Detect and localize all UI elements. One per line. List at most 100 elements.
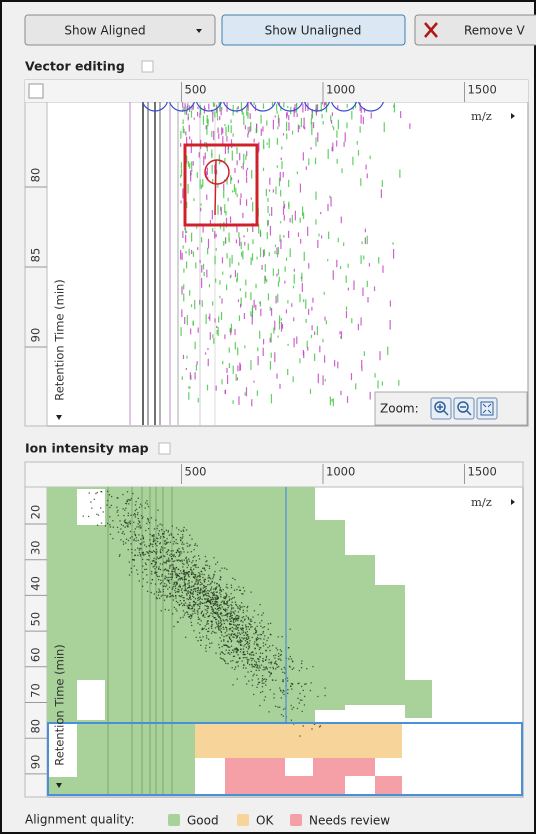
ion-dot (207, 623, 209, 625)
feature-streak (272, 189, 275, 193)
zoom-fit-button[interactable] (476, 397, 498, 420)
ion-dot (250, 654, 252, 656)
zoom-out-button[interactable] (453, 397, 475, 420)
ion-dot (125, 503, 128, 505)
ion-dot (262, 612, 264, 614)
ion-dot (311, 728, 313, 730)
ion-dot (167, 557, 170, 559)
ion-dot (161, 575, 163, 577)
ion-dot (235, 628, 237, 630)
feature-streak (362, 287, 364, 297)
ion-dot (100, 507, 102, 509)
ion-dot (212, 592, 214, 594)
feature-streak (186, 136, 188, 146)
ion-dot (211, 642, 213, 644)
ion-dot (181, 541, 184, 543)
ion-dot (233, 613, 236, 615)
ion-dot (248, 622, 250, 625)
feature-streak (207, 358, 209, 367)
feature-streak (257, 356, 259, 366)
ion-dot (193, 548, 195, 551)
ion-dot (242, 609, 244, 612)
feature-streak (311, 306, 313, 311)
ion-dot (189, 608, 191, 610)
legend-title: Alignment quality: (25, 813, 135, 827)
ion-dot (156, 571, 158, 573)
feature-streak (311, 108, 314, 119)
ion-dot (273, 693, 275, 695)
feature-streak (322, 120, 324, 125)
ion-dot (190, 598, 192, 601)
selected-region[interactable] (47, 722, 523, 796)
zoom-in-icon (434, 401, 446, 413)
ion-dot (159, 537, 162, 539)
feature-streak (336, 259, 338, 268)
ion-dot (102, 511, 104, 513)
ion-dot (216, 596, 218, 598)
ion-dot (218, 616, 220, 618)
ion-dot (169, 596, 171, 598)
ion-dot (209, 614, 211, 617)
ion-dot (235, 604, 238, 606)
feature-streak (201, 184, 203, 189)
ion-dot (192, 600, 195, 603)
ion-dot (230, 603, 232, 606)
ion-dot (212, 592, 214, 595)
ion-dot (228, 646, 231, 648)
ion-dot (254, 628, 256, 631)
button[interactable] (414, 14, 536, 46)
ion-dot (125, 522, 127, 524)
panel-title: Ion intensity map (25, 441, 149, 456)
feature-streak (204, 152, 206, 160)
ion-dot (247, 641, 249, 644)
ion-dot (179, 603, 181, 606)
feature-streak (207, 348, 209, 351)
ion-dot (175, 584, 177, 586)
dropdown-arrow (196, 29, 202, 33)
button[interactable] (221, 14, 406, 46)
feature-streak (188, 124, 190, 132)
ion-dot (199, 596, 201, 598)
ion-dot (292, 667, 295, 669)
feature-streak (198, 152, 200, 158)
ion-dot (130, 571, 133, 573)
feature-streak (280, 221, 282, 224)
ion-dot (200, 611, 203, 613)
feature-streak (215, 248, 217, 251)
ion-dot (153, 560, 155, 562)
ion-dot (138, 506, 141, 509)
feature-streak (182, 188, 184, 199)
ion-dot (180, 550, 182, 553)
ion-dot (200, 570, 202, 572)
feature-streak (207, 118, 209, 127)
feature-streak (301, 282, 303, 292)
ion-dot (262, 632, 264, 634)
vector-marker[interactable] (204, 159, 230, 185)
ion-dot (162, 533, 164, 535)
feature-streak (219, 295, 221, 299)
button[interactable] (24, 14, 216, 46)
feature-streak (189, 372, 191, 380)
feature-streak (320, 102, 322, 112)
ion-dot (157, 557, 159, 560)
feature-streak (217, 127, 219, 134)
ion-dot (186, 561, 188, 563)
ion-dot (246, 638, 248, 640)
ion-dot (122, 530, 124, 533)
feature-streak (200, 207, 202, 212)
feature-streak (311, 129, 313, 136)
ion-dot (189, 534, 191, 536)
feature-streak (327, 259, 329, 262)
ion-dot (228, 605, 230, 607)
ion-dot (104, 525, 107, 527)
zoom-in-button[interactable] (430, 397, 452, 420)
ion-dot (164, 582, 166, 585)
ion-dot (182, 529, 184, 531)
feature-streak (206, 125, 208, 135)
ion-dot (186, 594, 188, 596)
ion-dot (232, 630, 234, 633)
feature-streak (245, 155, 247, 160)
feature-streak (186, 155, 188, 164)
ion-dot (203, 584, 205, 587)
ion-dot (153, 540, 155, 543)
